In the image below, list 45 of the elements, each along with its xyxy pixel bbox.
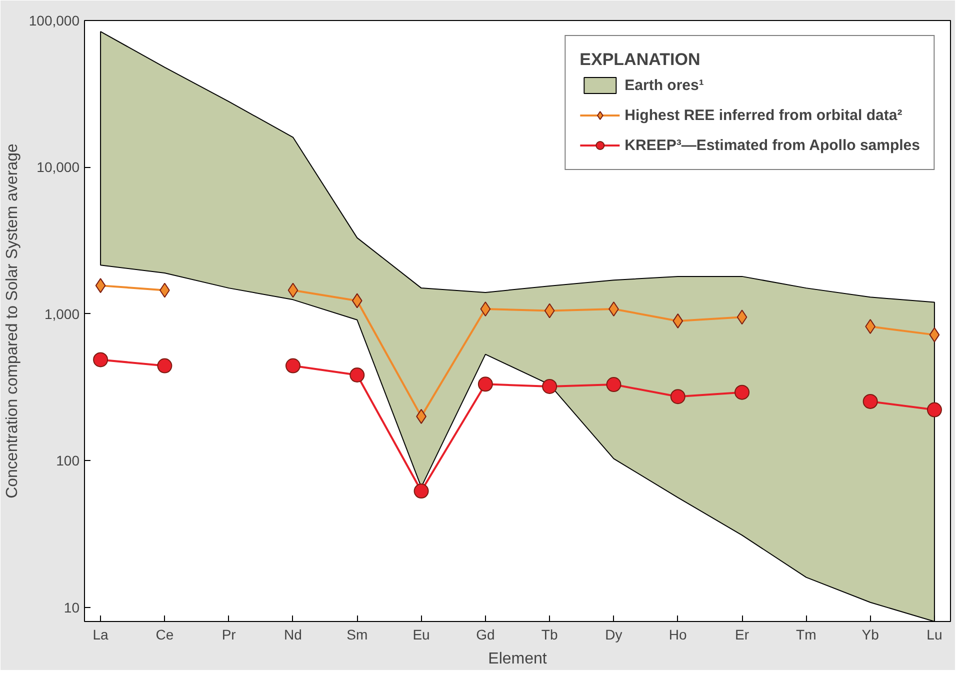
point bbox=[670, 389, 686, 404]
point bbox=[93, 352, 108, 368]
x-tick-label: La bbox=[92, 626, 109, 642]
x-tick-label: Ce bbox=[156, 626, 174, 642]
legend-label: Earth ores¹ bbox=[624, 76, 704, 94]
y-tick-label: 100,000 bbox=[28, 12, 80, 28]
legend-title: EXPLANATION bbox=[580, 50, 702, 70]
point bbox=[542, 379, 558, 394]
point bbox=[672, 313, 684, 328]
point bbox=[862, 394, 878, 409]
y-tick-label: 100 bbox=[56, 452, 80, 469]
x-tick-label: Sm bbox=[346, 626, 368, 642]
point bbox=[352, 293, 362, 308]
x-tick-label: Dy bbox=[605, 626, 622, 642]
y-tick-label: 10,000 bbox=[36, 159, 80, 176]
point bbox=[480, 301, 491, 316]
x-tick-label: Pr bbox=[222, 626, 236, 642]
point bbox=[734, 384, 750, 400]
x-tick-label: Ho bbox=[668, 626, 688, 642]
y-tick-label: 1,000 bbox=[44, 306, 80, 322]
legend-label: Highest REE inferred from orbital data² bbox=[624, 106, 902, 124]
x-tick-label: Tm bbox=[796, 626, 816, 642]
point bbox=[736, 310, 748, 325]
x-tick-label: Yb bbox=[862, 626, 880, 642]
y-axis-title: Concentration compared to Solar System average bbox=[4, 143, 21, 498]
point bbox=[285, 358, 300, 374]
point bbox=[926, 402, 942, 418]
point bbox=[606, 377, 622, 392]
point bbox=[95, 278, 106, 294]
x-tick-label: Lu bbox=[926, 626, 942, 642]
x-tick-label: Nd bbox=[284, 626, 302, 642]
point bbox=[544, 303, 555, 318]
y-tick-label: 10 bbox=[64, 599, 80, 616]
legend-label: KREEP³—Estimated from Apollo samples bbox=[624, 136, 920, 154]
point bbox=[288, 282, 298, 298]
x-tick-label: Tb bbox=[541, 626, 558, 642]
point bbox=[414, 484, 429, 499]
x-tick-label: Er bbox=[735, 626, 750, 642]
x-tick-label: Eu bbox=[412, 626, 430, 642]
point bbox=[478, 376, 493, 392]
point bbox=[157, 358, 172, 374]
point bbox=[929, 327, 940, 342]
point bbox=[350, 368, 365, 383]
x-axis-title: Element bbox=[488, 650, 548, 668]
x-tick-label: Gd bbox=[476, 626, 495, 642]
